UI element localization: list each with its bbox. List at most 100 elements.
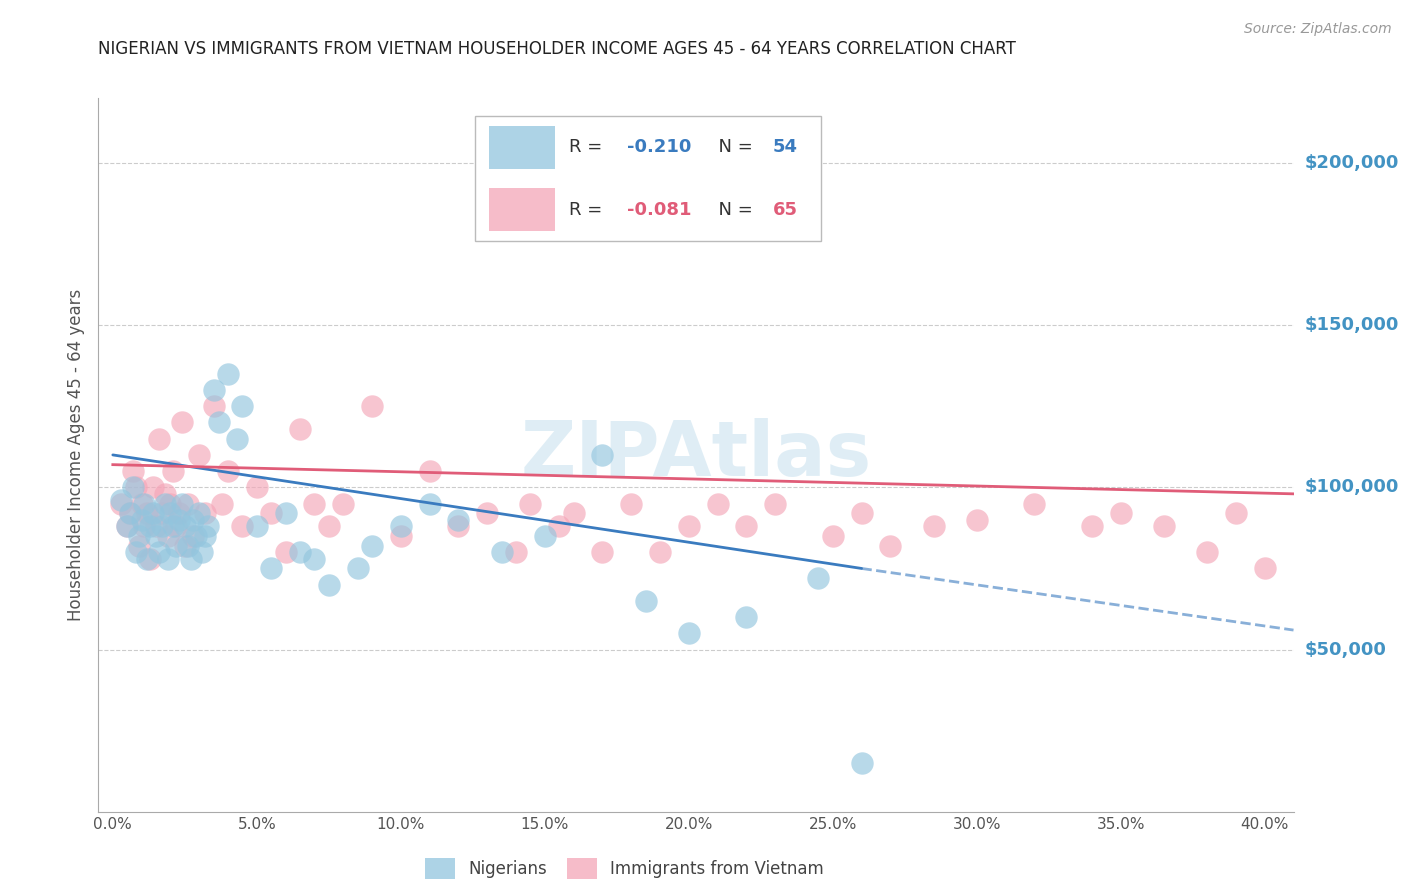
Point — [217, 464, 239, 478]
Point — [447, 519, 470, 533]
Point — [162, 519, 184, 533]
Point — [648, 545, 671, 559]
Text: $200,000: $200,000 — [1305, 154, 1399, 172]
Text: $150,000: $150,000 — [1305, 316, 1399, 334]
Point — [176, 497, 198, 511]
Point — [735, 610, 758, 624]
Point — [225, 432, 247, 446]
Point — [217, 367, 239, 381]
Text: 65: 65 — [772, 201, 797, 219]
Text: -0.081: -0.081 — [627, 201, 692, 219]
FancyBboxPatch shape — [489, 126, 555, 169]
Point — [142, 480, 165, 494]
Point — [231, 519, 253, 533]
Point — [194, 529, 217, 543]
Point — [879, 539, 901, 553]
Point — [131, 513, 153, 527]
Point — [197, 519, 219, 533]
Point — [131, 497, 153, 511]
Point — [260, 561, 283, 575]
Point — [208, 416, 231, 430]
Point — [389, 519, 412, 533]
Point — [110, 493, 132, 508]
Point — [202, 399, 225, 413]
Point — [148, 432, 170, 446]
Point — [188, 506, 211, 520]
Point — [346, 561, 368, 575]
Point — [115, 519, 138, 533]
Point — [361, 399, 384, 413]
Point — [1153, 519, 1175, 533]
FancyBboxPatch shape — [475, 116, 821, 241]
Point — [1197, 545, 1219, 559]
Point — [122, 464, 145, 478]
Point — [246, 519, 269, 533]
Point — [211, 497, 233, 511]
Point — [202, 383, 225, 397]
Point — [1254, 561, 1277, 575]
Point — [186, 529, 208, 543]
Point — [491, 545, 513, 559]
Point — [519, 497, 541, 511]
Point — [170, 416, 193, 430]
Point — [165, 519, 187, 533]
Point — [167, 513, 190, 527]
Point — [145, 529, 167, 543]
Point — [318, 577, 340, 591]
Point — [1081, 519, 1104, 533]
Point — [548, 519, 571, 533]
Point — [173, 519, 195, 533]
Point — [170, 497, 193, 511]
Text: -0.210: -0.210 — [627, 138, 690, 156]
Point — [183, 529, 205, 543]
Point — [821, 529, 844, 543]
Point — [288, 545, 311, 559]
Point — [735, 519, 758, 533]
Point — [148, 545, 170, 559]
Text: $50,000: $50,000 — [1305, 640, 1386, 658]
Point — [634, 594, 657, 608]
Point — [447, 513, 470, 527]
Point — [115, 519, 138, 533]
Point — [389, 529, 412, 543]
Point — [150, 506, 173, 520]
Point — [246, 480, 269, 494]
Text: R =: R = — [569, 138, 609, 156]
Point — [110, 497, 132, 511]
Text: NIGERIAN VS IMMIGRANTS FROM VIETNAM HOUSEHOLDER INCOME AGES 45 - 64 YEARS CORREL: NIGERIAN VS IMMIGRANTS FROM VIETNAM HOUS… — [98, 40, 1017, 58]
Point — [533, 529, 555, 543]
Point — [505, 545, 527, 559]
Text: R =: R = — [569, 201, 609, 219]
Point — [477, 506, 499, 520]
Text: $100,000: $100,000 — [1305, 478, 1399, 496]
Point — [966, 513, 988, 527]
Point — [142, 506, 165, 520]
Point — [150, 519, 173, 533]
Point — [260, 506, 283, 520]
FancyBboxPatch shape — [489, 188, 555, 231]
Point — [318, 519, 340, 533]
Point — [678, 626, 700, 640]
Point — [125, 480, 148, 494]
Text: 54: 54 — [772, 138, 797, 156]
Text: N =: N = — [707, 201, 758, 219]
Point — [1024, 497, 1046, 511]
Point — [1225, 506, 1247, 520]
Point — [591, 448, 613, 462]
Point — [156, 529, 179, 543]
Point — [120, 506, 142, 520]
Point — [288, 422, 311, 436]
Point — [153, 487, 176, 501]
Point — [139, 551, 162, 566]
Point — [134, 519, 156, 533]
Point — [183, 513, 205, 527]
Point — [122, 480, 145, 494]
Point — [136, 506, 159, 520]
Point — [128, 529, 150, 543]
Point — [162, 464, 184, 478]
Point — [1109, 506, 1132, 520]
Point — [194, 506, 217, 520]
Point — [304, 497, 326, 511]
Point — [678, 519, 700, 533]
Legend: Nigerians, Immigrants from Vietnam: Nigerians, Immigrants from Vietnam — [418, 852, 831, 886]
